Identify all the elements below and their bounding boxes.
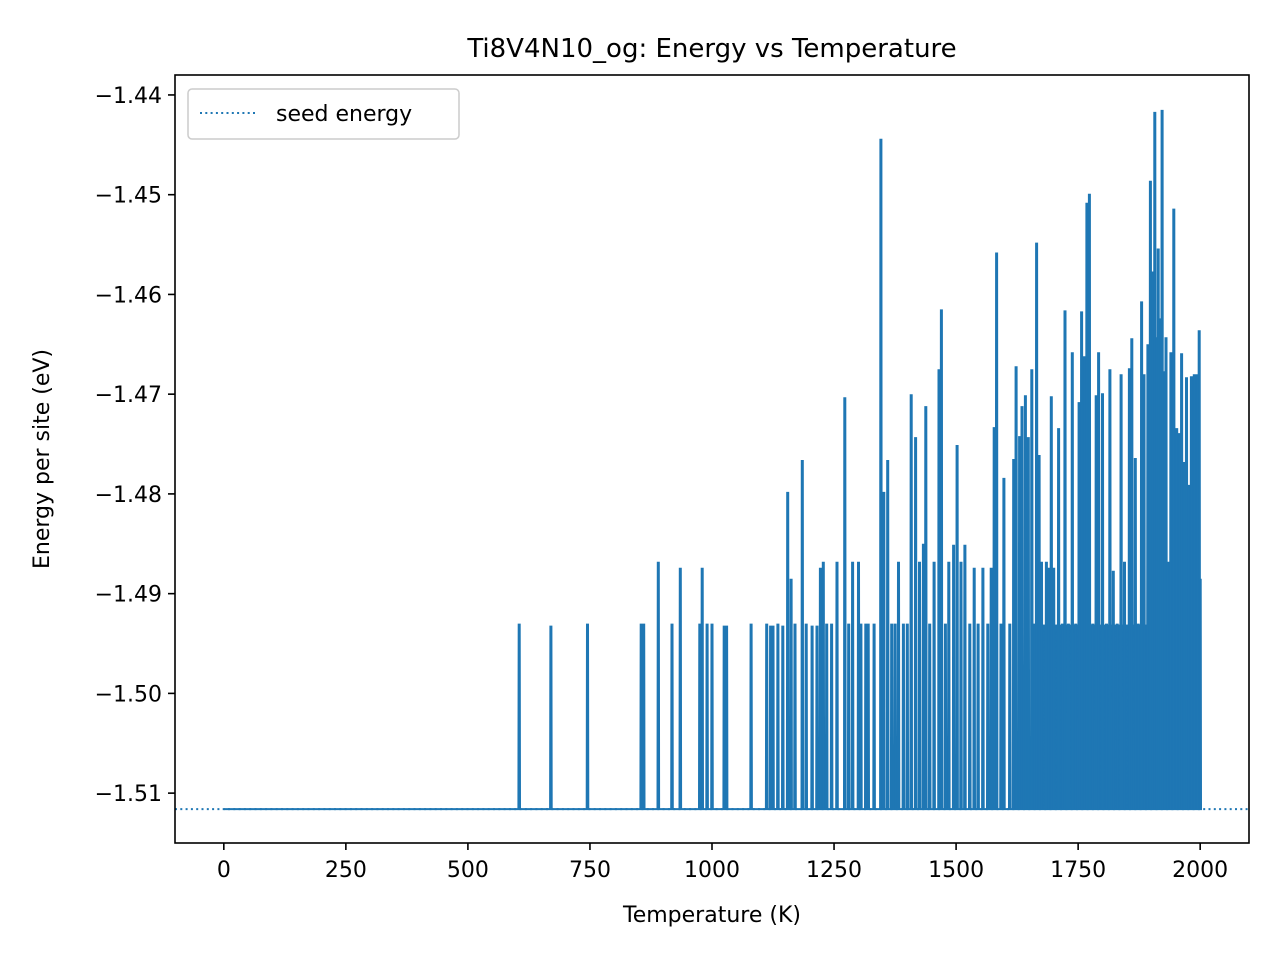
- legend-box: [187, 88, 460, 140]
- x-tick-label: 1000: [684, 858, 740, 883]
- y-tick-label: −1.46: [95, 283, 162, 308]
- x-axis-ticks: 0 250 500 750 1000 1250 1500 1750 2000: [217, 843, 1228, 883]
- y-tick-label: −1.45: [95, 184, 162, 209]
- y-tick-label: −1.50: [95, 682, 162, 707]
- y-tick-label: −1.44: [95, 84, 162, 109]
- x-tick-label: 500: [447, 858, 489, 883]
- x-axis-label: Temperature (K): [622, 903, 801, 928]
- x-tick-label: 1250: [806, 858, 862, 883]
- plot-marks: [175, 109, 1249, 811]
- x-tick-label: 250: [325, 858, 367, 883]
- legend-seed-energy-label: seed energy: [276, 102, 412, 127]
- x-tick-label: 1750: [1050, 858, 1106, 883]
- x-tick-label: 1500: [928, 858, 984, 883]
- y-tick-label: −1.51: [95, 782, 162, 807]
- y-axis-label: Energy per site (eV): [30, 349, 55, 569]
- y-tick-label: −1.47: [95, 383, 162, 408]
- x-tick-label: 2000: [1172, 858, 1228, 883]
- y-tick-label: −1.49: [95, 583, 162, 608]
- y-axis-ticks: −1.51 −1.50 −1.49 −1.48 −1.47 −1.46 −1.45 −1.44: [95, 84, 175, 807]
- y-tick-label: −1.48: [95, 483, 162, 508]
- x-tick-label: 0: [217, 858, 231, 883]
- x-tick-label: 750: [569, 858, 611, 883]
- chart-title: Ti8V4N10_og: Energy vs Temperature: [466, 34, 956, 64]
- legend: seed energy: [187, 88, 460, 140]
